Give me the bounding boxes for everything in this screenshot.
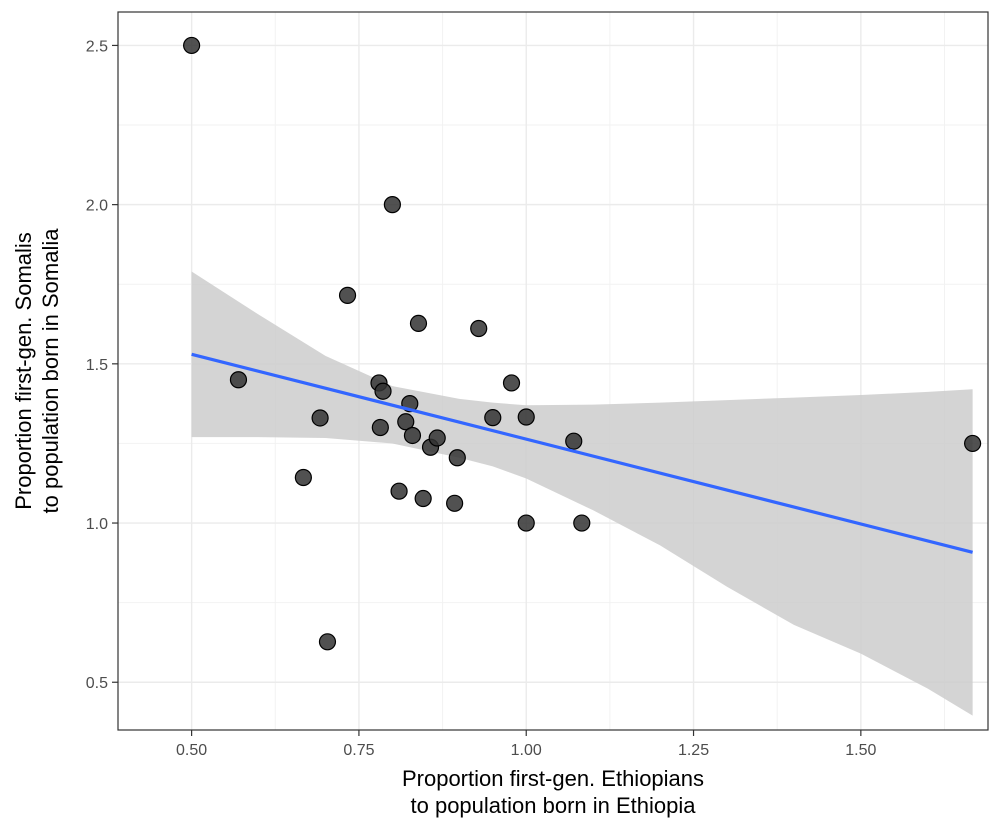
x-axis-title-line1: Proportion first-gen. Ethiopians (402, 766, 704, 791)
y-tick-label: 0.5 (86, 675, 108, 692)
x-tick-label: 1.25 (678, 742, 709, 759)
data-point (183, 36, 201, 55)
data-point (414, 489, 432, 508)
data-point (470, 319, 488, 338)
data-point (294, 468, 312, 487)
y-tick-label: 2.0 (86, 198, 108, 215)
data-point (517, 408, 535, 426)
data-point (484, 409, 502, 427)
data-point (311, 409, 329, 427)
y-axis-title-line1: Proportion first-gen. Somalis (11, 232, 36, 510)
y-axis-ticks: 0.5 1.0 1.5 2.0 2.5 (86, 38, 118, 692)
scatter-points (183, 36, 982, 651)
data-point (383, 196, 401, 214)
data-point (517, 514, 535, 532)
data-point (446, 494, 464, 512)
data-point (229, 371, 248, 389)
data-point (565, 432, 583, 450)
data-point (428, 429, 446, 447)
data-point (573, 514, 591, 532)
data-point (338, 286, 357, 304)
y-axis-title: Proportion first-gen. Somalis to populat… (11, 228, 63, 514)
y-tick-label: 1.5 (86, 357, 108, 374)
plot-border (117, 11, 989, 731)
y-axis-title-line2: to population born in Somalia (38, 228, 63, 514)
x-tick-label: 0.75 (343, 742, 374, 759)
y-tick-label: 2.5 (86, 38, 108, 55)
x-axis-title-line2: to population born in Ethiopia (411, 793, 697, 818)
data-point (502, 374, 521, 392)
x-tick-label: 1.00 (511, 742, 542, 759)
x-axis-ticks: 0.50 0.75 1.00 1.25 1.50 (176, 730, 877, 759)
data-point (318, 633, 337, 651)
confidence-band (191, 271, 973, 716)
y-tick-label: 1.0 (86, 516, 108, 533)
data-point (409, 314, 428, 332)
regression-line (191, 352, 974, 554)
data-point (964, 434, 982, 453)
x-tick-label: 1.50 (845, 742, 876, 759)
data-point (390, 482, 408, 500)
x-tick-label: 0.50 (176, 742, 207, 759)
data-point (448, 449, 466, 467)
data-point (397, 413, 415, 431)
data-point (403, 426, 422, 445)
data-point (374, 382, 392, 400)
data-point (371, 418, 389, 437)
